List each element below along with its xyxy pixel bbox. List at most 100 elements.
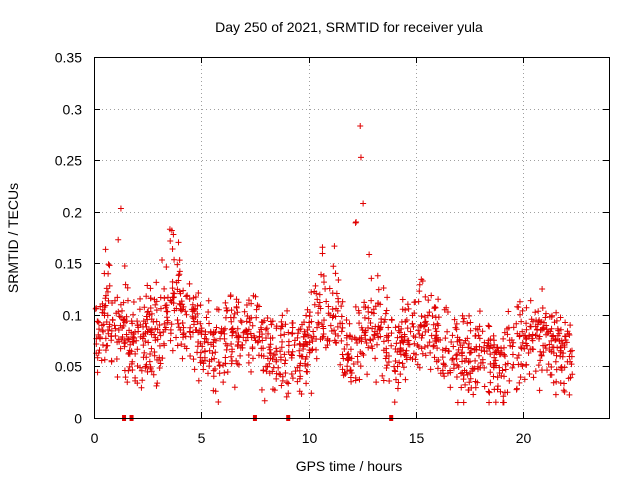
- data-point: [102, 335, 109, 342]
- data-point: [354, 339, 361, 346]
- data-point: [536, 335, 543, 342]
- data-point: [356, 376, 363, 383]
- data-point: [144, 316, 151, 323]
- data-point: [139, 377, 146, 384]
- y-tick-label: 0: [74, 411, 82, 427]
- data-point: [103, 318, 110, 325]
- data-point: [432, 332, 439, 339]
- data-point: [478, 347, 485, 354]
- data-point: [143, 313, 150, 320]
- data-point: [494, 374, 501, 381]
- data-point: [428, 292, 435, 299]
- data-point: [356, 320, 363, 327]
- data-point: [432, 325, 439, 332]
- data-point: [98, 357, 105, 364]
- data-point: [268, 321, 275, 328]
- data-point: [108, 332, 115, 339]
- data-point: [148, 331, 155, 338]
- data-point: [385, 324, 392, 331]
- data-point: [343, 317, 350, 324]
- data-point: [383, 307, 390, 314]
- data-point: [278, 382, 285, 389]
- data-point: [132, 350, 139, 357]
- data-point: [288, 370, 295, 377]
- data-point: [304, 361, 311, 368]
- data-point: [304, 306, 311, 313]
- data-point: [346, 320, 353, 327]
- data-point: [526, 333, 533, 340]
- data-point: [458, 384, 465, 391]
- data-point: [487, 379, 494, 386]
- data-point: [368, 275, 375, 282]
- data-point: [468, 349, 475, 356]
- data-point: [119, 307, 126, 314]
- data-point: [215, 359, 222, 366]
- data-point: [250, 292, 257, 299]
- data-point: [561, 380, 568, 387]
- data-point: [313, 336, 320, 343]
- data-point: [171, 256, 178, 263]
- data-point: [199, 358, 206, 365]
- data-point: [222, 360, 229, 367]
- data-point: [553, 366, 560, 373]
- data-point: [174, 342, 181, 349]
- data-point: [439, 367, 446, 374]
- data-point: [331, 243, 338, 250]
- data-point: [339, 320, 346, 327]
- data-point: [130, 311, 137, 318]
- data-point: [374, 272, 381, 279]
- data-point: [163, 314, 170, 321]
- data-point: [326, 285, 333, 292]
- data-point: [115, 308, 122, 315]
- data-point: [346, 354, 353, 361]
- data-point: [104, 312, 111, 319]
- data-point: [526, 371, 533, 378]
- data-point: [367, 319, 374, 326]
- data-point: [499, 367, 506, 374]
- data-point: [169, 347, 176, 354]
- data-point: [270, 352, 277, 359]
- data-point: [220, 379, 227, 386]
- data-point: [177, 327, 184, 334]
- data-point: [472, 333, 479, 340]
- data-point: [548, 371, 555, 378]
- data-point: [308, 334, 315, 341]
- data-point: [320, 325, 327, 332]
- data-point: [357, 154, 364, 161]
- data-point: [348, 378, 355, 385]
- data-point: [311, 288, 318, 295]
- data-point: [394, 363, 401, 370]
- data-point: [198, 325, 205, 332]
- data-point: [273, 348, 280, 355]
- data-point: [331, 327, 338, 334]
- data-point: [160, 340, 167, 347]
- data-point: [396, 359, 403, 366]
- data-point: [271, 387, 278, 394]
- data-point: [306, 349, 313, 356]
- data-point: [383, 334, 390, 341]
- y-tick-label: 0.2: [63, 205, 83, 221]
- data-point: [288, 351, 295, 358]
- data-point: [476, 352, 483, 359]
- data-point: [167, 337, 174, 344]
- data-point: [515, 352, 522, 359]
- data-point: [221, 369, 228, 376]
- data-point: [518, 318, 525, 325]
- data-point: [218, 330, 225, 337]
- data-point: [180, 334, 187, 341]
- data-point: [537, 357, 544, 364]
- data-point: [532, 368, 539, 375]
- data-point: [249, 322, 256, 329]
- data-point: [182, 333, 189, 340]
- data-point: [334, 307, 341, 314]
- data-point: [464, 335, 471, 342]
- data-point: [350, 361, 357, 368]
- data-point: [399, 306, 406, 313]
- data-point: [303, 380, 310, 387]
- data-point: [104, 342, 111, 349]
- data-point: [442, 335, 449, 342]
- data-point: [523, 320, 530, 327]
- data-point: [252, 337, 259, 344]
- y-tick-label: 0.15: [55, 256, 82, 272]
- data-point: [479, 328, 486, 335]
